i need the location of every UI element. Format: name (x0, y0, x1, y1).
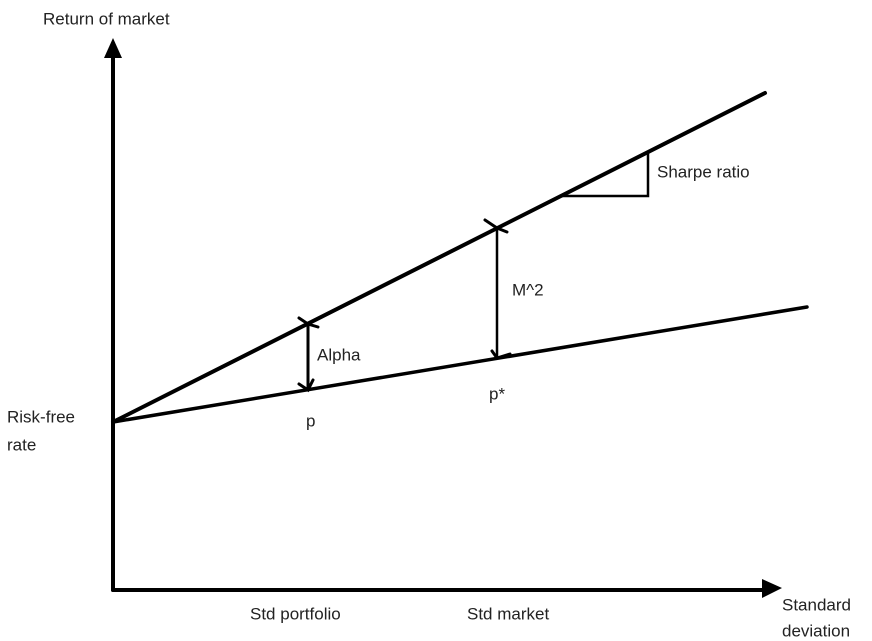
x-axis-label: deviation (782, 621, 850, 640)
market-line (111, 91, 767, 424)
risk-free-label: Risk-free (7, 407, 75, 426)
std-portfolio-label: Std portfolio (250, 604, 341, 623)
alpha-ticks (297, 316, 320, 393)
m2-label: M^2 (512, 280, 544, 299)
risk-free-label: rate (7, 435, 36, 454)
sharpe-triangle (559, 150, 650, 198)
x-axis-arrow (762, 579, 782, 598)
alpha-label: Alpha (317, 345, 361, 364)
sharpe-label: Sharpe ratio (657, 162, 750, 181)
p-star-label: p* (489, 384, 505, 403)
y-axis-arrow (104, 38, 122, 58)
m2-ticks (483, 218, 512, 360)
x-axis-label: Standard (782, 595, 851, 614)
portfolio-line (111, 305, 809, 424)
std-market-label: Std market (467, 604, 549, 623)
y-axis-label: Return of market (43, 9, 170, 28)
p-label: p (306, 411, 315, 430)
